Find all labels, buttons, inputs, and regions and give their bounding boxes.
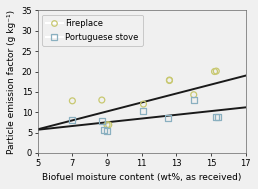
Point	[214, 70, 218, 73]
Point	[70, 99, 74, 102]
Point	[105, 123, 109, 126]
Point	[141, 109, 146, 112]
Legend: Fireplace, Portuguese stove: Fireplace, Portuguese stove	[42, 15, 143, 46]
Point	[101, 128, 106, 131]
Point	[167, 79, 172, 82]
Point	[214, 116, 218, 119]
Point	[167, 79, 172, 82]
Y-axis label: Particle emission factor (g kg⁻¹): Particle emission factor (g kg⁻¹)	[7, 10, 16, 154]
Point	[70, 119, 74, 122]
Point	[166, 117, 170, 120]
Point	[192, 93, 196, 96]
Point	[213, 70, 217, 73]
Point	[141, 103, 146, 106]
Point	[105, 130, 109, 133]
Point	[100, 119, 104, 122]
Point	[216, 115, 220, 118]
X-axis label: Biofuel moisture content (wt%, as received): Biofuel moisture content (wt%, as receiv…	[42, 173, 241, 182]
Point	[107, 123, 111, 126]
Point	[100, 98, 104, 101]
Point	[192, 98, 196, 101]
